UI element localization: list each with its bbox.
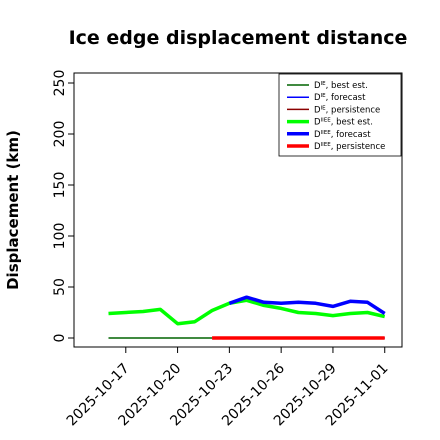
legend-entry-base: D	[314, 93, 321, 103]
legend-entry-base: D	[314, 130, 321, 140]
series-layer	[108, 295, 386, 340]
legend-entry: DIIEE, persistence	[314, 142, 385, 152]
legend-entry: DIE, forecast	[314, 93, 366, 103]
legend-entry-sup: IE	[321, 93, 327, 99]
plot-frame	[73, 72, 403, 348]
legend-entry: DIIEE, forecast	[314, 130, 371, 140]
y-tick-label: 150	[52, 172, 68, 199]
legend-entry-base: D	[314, 118, 321, 128]
legend-entry-sup: IE	[321, 81, 327, 87]
legend-entry-base: D	[314, 81, 321, 91]
legend-entry-label: , best est.	[331, 118, 373, 128]
y-tick-label: 200	[52, 121, 68, 148]
legend-entry: DIE, persistence	[314, 105, 380, 115]
y-tick-label: 250	[52, 70, 68, 97]
y-axis: 0 50 100 150 200 250	[52, 70, 74, 343]
y-tick-label: 100	[52, 223, 68, 250]
legend-entry-label: , forecast	[326, 93, 366, 103]
y-axis-label: Displacement (km)	[4, 130, 22, 290]
legend-entry-label: , best est.	[326, 81, 368, 91]
legend-entry-base: D	[314, 105, 321, 115]
x-axis: 2025-10-172025-10-202025-10-232025-10-26…	[64, 347, 392, 429]
series-line-4	[228, 295, 386, 315]
legend-entry-sup: IIEE	[321, 130, 332, 136]
chart-title: Ice edge displacement distance	[69, 27, 408, 49]
legend-entry-sup: IIEE	[321, 142, 332, 148]
legend-entry-label: , persistence	[331, 142, 386, 152]
legend-entry-base: D	[314, 142, 321, 152]
legend-box	[278, 73, 402, 157]
y-tick-label: 0	[52, 334, 68, 343]
legend-entry-sup: IIEE	[321, 118, 332, 124]
legend-entry: DIE, best est.	[314, 81, 368, 91]
legend-entry-label: , persistence	[326, 105, 381, 115]
legend-entry-label: , forecast	[331, 130, 371, 140]
series-line-3	[108, 298, 386, 326]
legend-entry: DIIEE, best est.	[314, 118, 373, 128]
legend-entry-sup: IE	[321, 105, 327, 111]
y-tick-label: 50	[52, 278, 68, 296]
